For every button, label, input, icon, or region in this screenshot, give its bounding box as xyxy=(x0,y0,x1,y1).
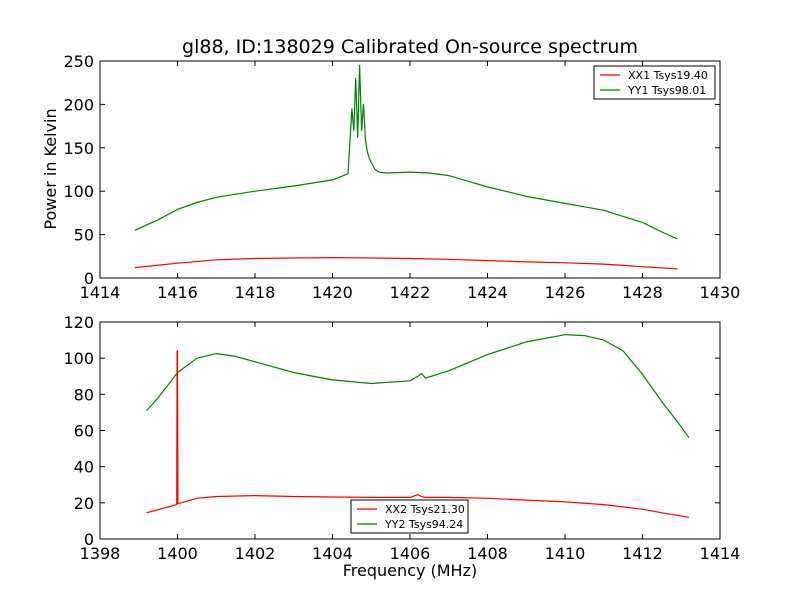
top-panel: 1414 1416 1418 1420 1422 1424 1426 1428 1430 0 50 1… xyxy=(63,52,740,302)
x-tick-label: 1404 xyxy=(312,544,353,563)
legend-entry: XX2 Tsys21.30 xyxy=(385,503,465,516)
x-tick-label: 1414 xyxy=(700,544,741,563)
x-tick-label: 1412 xyxy=(622,544,663,563)
x-tick-label: 1402 xyxy=(235,544,276,563)
series-line-yy2 xyxy=(146,334,690,439)
series-line-xx1 xyxy=(134,257,678,270)
x-axis-label: Frequency (MHz) xyxy=(343,561,477,580)
figure-title: gl88, ID:138029 Calibrated On-source spe… xyxy=(182,36,638,58)
x-tick-label: 1422 xyxy=(390,283,431,302)
y-tick-label: 250 xyxy=(63,52,94,71)
x-tick-label: 1420 xyxy=(312,283,353,302)
series-line-xx2 xyxy=(146,350,690,518)
y-tick-label: 100 xyxy=(63,182,94,201)
x-tick-label: 1410 xyxy=(545,544,586,563)
y-tick-label: 120 xyxy=(63,313,94,332)
legend-entry: YY1 Tsys98.01 xyxy=(627,84,706,97)
x-tick-label: 1428 xyxy=(622,283,663,302)
y-axis-label: Power in Kelvin xyxy=(41,108,60,229)
y-tick-label: 0 xyxy=(84,269,94,288)
y-tick-label: 100 xyxy=(63,349,94,368)
x-tick-label: 1430 xyxy=(700,283,741,302)
x-tick-label: 1414 xyxy=(80,283,121,302)
x-tick-label: 1408 xyxy=(467,544,508,563)
x-tick-label: 1398 xyxy=(80,544,121,563)
x-tick-label: 1426 xyxy=(545,283,586,302)
x-tick-label: 1416 xyxy=(157,283,198,302)
y-tick-label: 50 xyxy=(74,226,94,245)
y-tick-label: 20 xyxy=(74,494,94,513)
series-line-yy1 xyxy=(134,64,678,240)
y-tick-label: 60 xyxy=(74,422,94,441)
y-tick-label: 200 xyxy=(63,95,94,114)
legend-box xyxy=(350,499,469,534)
legend-box xyxy=(593,65,716,100)
x-tick-label: 1406 xyxy=(390,544,431,563)
legend-entry: XX1 Tsys19.40 xyxy=(628,69,708,82)
x-tick-label: 1418 xyxy=(235,283,276,302)
y-tick-label: 150 xyxy=(63,139,94,158)
bottom-panel: 1398 1400 1402 1404 1406 1408 1410 1412 1414 0 20 4… xyxy=(63,313,740,563)
legend-entry: YY2 Tsys94.24 xyxy=(384,518,463,531)
x-tick-label: 1400 xyxy=(157,544,198,563)
x-tick-label: 1424 xyxy=(467,283,508,302)
y-tick-label: 0 xyxy=(84,530,94,549)
y-tick-label: 80 xyxy=(74,385,94,404)
y-tick-label: 40 xyxy=(74,458,94,477)
